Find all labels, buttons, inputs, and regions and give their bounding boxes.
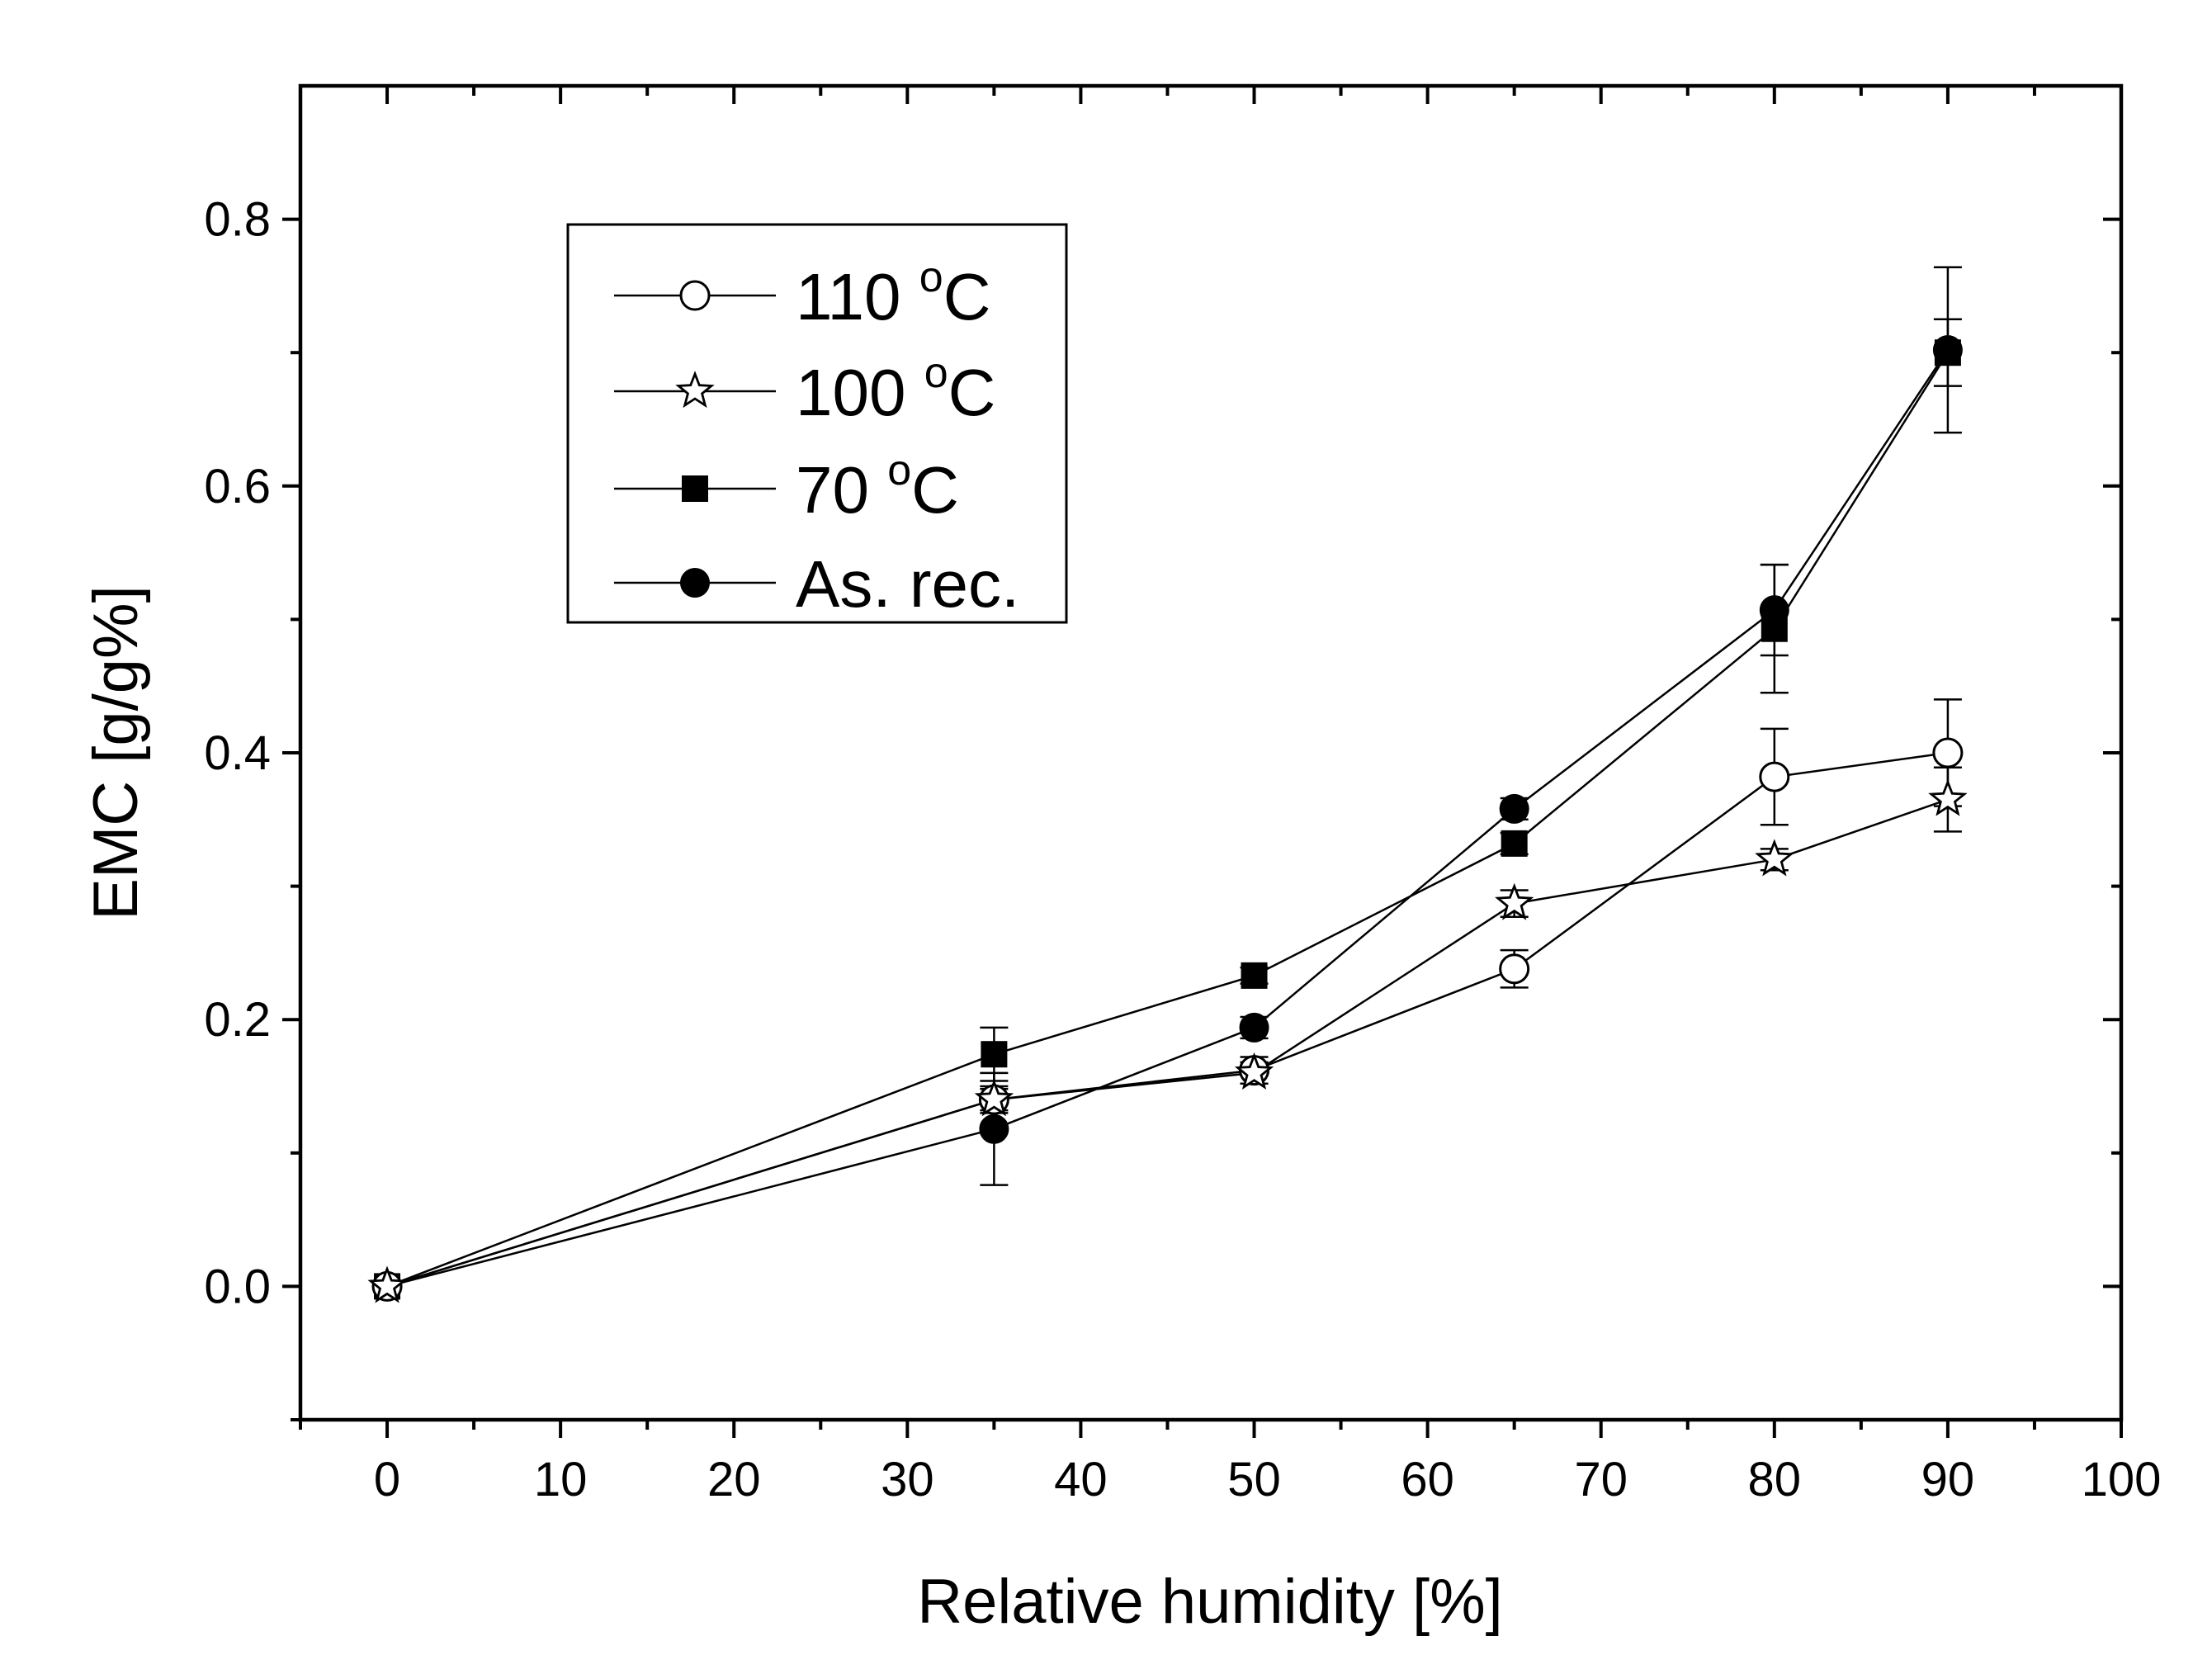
data-point: [979, 1114, 1009, 1144]
data-point: [1499, 953, 1530, 985]
data-point: [1241, 962, 1268, 989]
series-3-line-group: [386, 349, 1949, 1288]
series-1-errorbars: [980, 766, 1962, 1112]
series-line: [386, 352, 1949, 1288]
x-tick-label: 90: [1921, 1453, 1975, 1506]
x-tick-label: 30: [881, 1453, 934, 1506]
x-tick-label: 50: [1227, 1453, 1281, 1506]
data-point: [1759, 595, 1789, 626]
series-1-line-group: [386, 798, 1949, 1288]
series-0-line-group: [386, 751, 1949, 1288]
series-0-errorbars: [980, 698, 1962, 1114]
legend-label: 70 oC: [796, 447, 959, 527]
series-line: [386, 349, 1949, 1288]
x-tick-label: 60: [1401, 1453, 1454, 1506]
series-1-markers: [367, 778, 1968, 1303]
x-tick-label: 70: [1574, 1453, 1628, 1506]
y-tick-label: 0.8: [204, 193, 271, 247]
data-point: [367, 1265, 407, 1303]
data-point: [1499, 793, 1529, 824]
legend-marker-open-star-icon: [675, 371, 715, 409]
legend-marker-filled-circle-icon: [680, 568, 710, 598]
series-3-errorbars: [980, 266, 1962, 1186]
tick-labels: 0 10 20 30 40 50 60 70 80 90 100 0.0 0.2 0.4 0.6 0.8: [204, 193, 2161, 1506]
data-point: [1932, 334, 1963, 365]
y-tick-label: 0.0: [204, 1260, 271, 1313]
x-tick-label: 80: [1748, 1453, 1802, 1506]
x-tick-label: 10: [534, 1453, 588, 1506]
data-point: [1755, 839, 1794, 877]
legend-label: 110 oC: [796, 253, 990, 333]
data-point: [1234, 1052, 1274, 1090]
x-axis-title: Relative humidity [%]: [917, 1567, 1503, 1637]
series-layer: [367, 266, 1968, 1303]
legend-box: [566, 223, 1068, 624]
y-tick-label: 0.6: [204, 460, 271, 513]
x-tick-label: 100: [2082, 1453, 2162, 1506]
series-2-errorbars: [980, 318, 1962, 1082]
series-0-markers: [371, 737, 1964, 1302]
y-tick-label: 0.4: [204, 726, 271, 780]
legend-label: 100 oC: [796, 349, 995, 429]
data-point: [1239, 1012, 1269, 1043]
legend-label: As. rec.: [796, 547, 1019, 621]
x-tick-label: 0: [374, 1453, 400, 1506]
legend-marker-open-circle-icon: [679, 280, 711, 311]
y-tick-label: 0.2: [204, 993, 271, 1047]
series-line: [386, 798, 1949, 1288]
data-point: [1501, 830, 1528, 857]
series-line: [386, 751, 1949, 1288]
data-point: [981, 1041, 1008, 1068]
legend-marker-filled-square-icon: [682, 475, 708, 502]
data-point: [974, 1079, 1014, 1117]
data-point: [1495, 882, 1534, 920]
ticks: [282, 86, 2123, 1438]
series-2-line-group: [386, 352, 1949, 1288]
data-point: [1928, 778, 1968, 816]
data-point: [1759, 761, 1790, 792]
data-point: [1932, 737, 1964, 768]
legend: 110 oC 100 oC 70 oC As. rec.: [566, 223, 1068, 624]
y-axis-title: EMC [g/g%]: [81, 585, 151, 920]
x-tick-label: 20: [707, 1453, 761, 1506]
x-tick-label: 40: [1054, 1453, 1108, 1506]
